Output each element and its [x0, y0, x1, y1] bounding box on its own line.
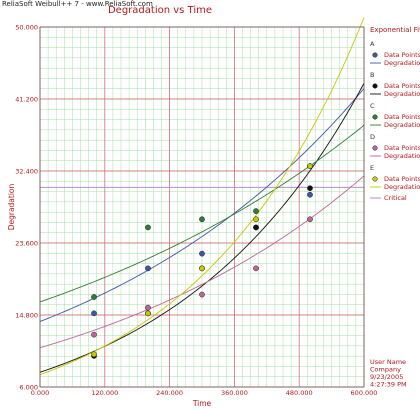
data-point-d: [199, 291, 205, 298]
y-tick-label: 50.000: [15, 24, 38, 32]
plot-frame: [39, 26, 365, 388]
data-point-e: [253, 216, 259, 223]
data-point-c: [145, 224, 151, 231]
app-header: ReliaSoft Weibull++ 7 - www.ReliaSoft.co…: [2, 0, 153, 8]
data-point-a: [91, 310, 97, 317]
y-tick-label: 23.600: [15, 240, 38, 248]
data-point-d: [91, 331, 97, 338]
data-points: [91, 163, 313, 359]
y-axis-label: Degradation: [7, 183, 16, 230]
y-tick-label: 32.400: [15, 168, 38, 176]
footer-line: User Name: [370, 358, 406, 366]
data-point-c: [199, 216, 205, 223]
legend-degradation-label: Degradation: [384, 59, 420, 67]
chart-title: Degradation vs Time: [107, 5, 213, 16]
legend-degradation-label: Degradation: [384, 183, 420, 191]
footer-line: 4:27:39 PM: [370, 381, 407, 389]
legend-series-letter: A: [370, 40, 375, 48]
data-point-a: [145, 265, 151, 272]
legend-series-letter: C: [370, 102, 375, 110]
x-tick-label: 0.000: [31, 389, 50, 397]
axis-ticks: 0.000 120.000 240.000 360.000 480.000 600.000…: [15, 24, 377, 398]
legend-data-points-label: Data Points: [384, 175, 420, 183]
legend-series-letter: D: [370, 133, 375, 141]
data-point-d: [145, 304, 151, 311]
legend-title: Exponential Fit: [370, 26, 420, 34]
data-point-a: [199, 250, 205, 257]
legend-series-letter: E: [370, 164, 374, 172]
legend-data-points-label: Data Points: [384, 51, 420, 59]
legend-data-points-label: Data Points: [384, 113, 420, 121]
data-point-a: [307, 191, 313, 198]
y-tick-label: 6.000: [19, 384, 38, 392]
data-point-e: [199, 265, 205, 272]
legend-data-points-label: Data Points: [384, 82, 420, 90]
data-point-d: [253, 265, 259, 272]
footer-line: Company: [370, 366, 401, 374]
minor-grid: [39, 26, 365, 388]
data-point-d: [307, 216, 313, 223]
legend-degradation-label: Degradation: [384, 152, 420, 160]
legend-marker: [372, 145, 378, 151]
legend-marker: [372, 52, 378, 58]
legend-degradation-label: Degradation: [384, 121, 420, 129]
data-point-e: [307, 163, 313, 169]
x-tick-label: 240.000: [156, 389, 183, 397]
y-tick-label: 41.200: [15, 96, 38, 104]
data-point-e: [91, 351, 97, 358]
legend-marker: [372, 176, 378, 182]
x-axis-label: Time: [192, 399, 212, 408]
x-tick-label: 360.000: [221, 389, 248, 397]
x-tick-label: 120.000: [91, 389, 118, 397]
legend-critical-label: Critical: [384, 194, 407, 202]
x-tick-label: 480.000: [286, 389, 313, 397]
legend-marker: [372, 114, 378, 120]
data-point-b: [307, 185, 313, 192]
data-point-e: [145, 310, 151, 317]
data-point-c: [91, 294, 97, 300]
y-tick-label: 14.800: [15, 312, 38, 320]
data-point-b: [253, 224, 259, 231]
data-point-c: [253, 208, 259, 214]
legend-series-letter: B: [370, 71, 374, 79]
legend-marker: [372, 83, 378, 89]
x-tick-label: 600.000: [351, 389, 378, 397]
legend-data-points-label: Data Points: [384, 144, 420, 152]
legend-degradation-label: Degradation: [384, 90, 420, 98]
footer-line: 9/23/2005: [370, 373, 403, 381]
